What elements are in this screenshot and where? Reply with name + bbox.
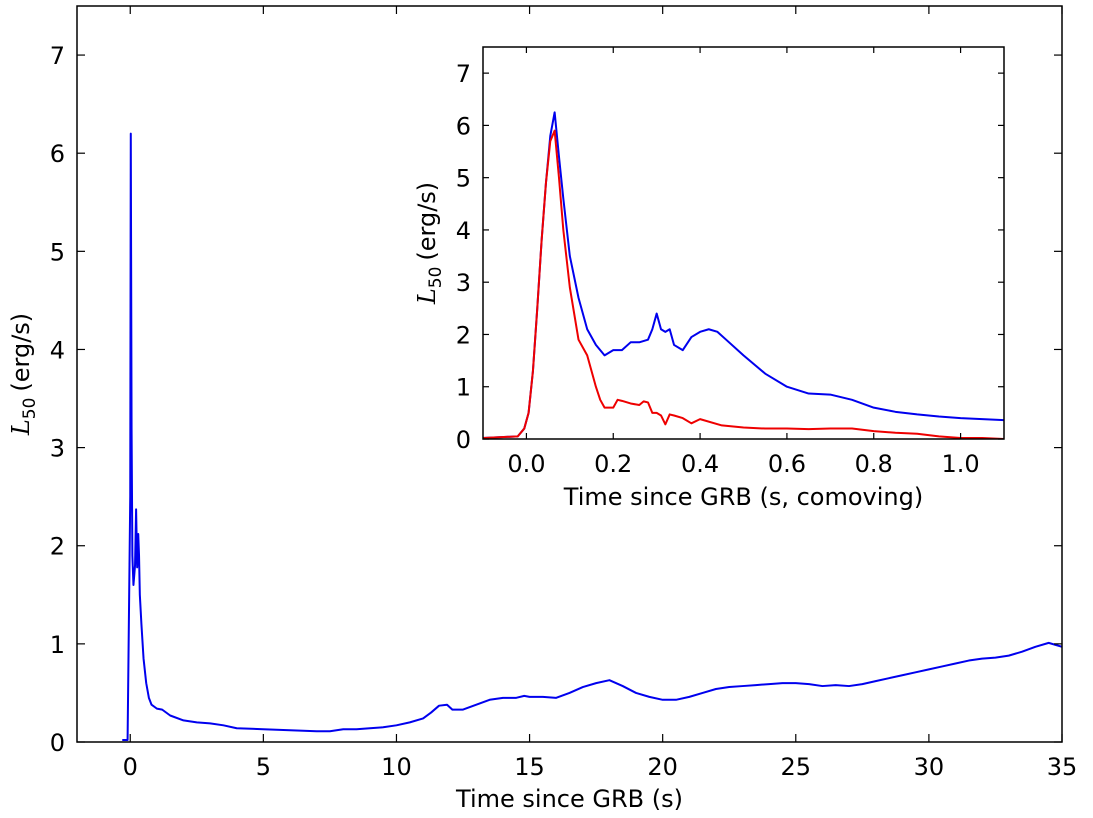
main-x-axis-label: Time since GRB (s): [455, 785, 683, 813]
inset-x-tick-label: 0.0: [507, 450, 545, 478]
main-y-tick-label: 4: [50, 336, 65, 364]
main-series-line-0: [122, 132, 1062, 742]
inset-x-axis-label: Time since GRB (s, comoving): [563, 483, 923, 511]
inset-series-group: [483, 111, 1004, 439]
inset-y-tick-label: 0: [456, 426, 471, 454]
main-y-axis-label-symbol: L: [7, 419, 35, 436]
inset-x-tick-label: 0.8: [855, 450, 893, 478]
main-plot-frame: [76, 5, 1063, 743]
inset-y-tick-label: 1: [456, 374, 471, 402]
inset-y-axis-label-unit: (erg/s): [413, 182, 441, 261]
inset-y-tick-label: 6: [456, 112, 471, 140]
main-y-axis-label-unit: (erg/s): [7, 313, 35, 392]
inset-plot: 0.0 0.2 0.4 0.6 0.8 1.0 0 1 2 3 4 5 6 7 Time since GR…: [413, 46, 1005, 511]
main-x-tick-label: 15: [514, 753, 545, 781]
main-y-tick-label: 5: [50, 238, 65, 266]
inset-x-tick-label: 0.4: [681, 450, 719, 478]
main-x-tick-label: 30: [914, 753, 945, 781]
main-x-tick-label: 25: [781, 753, 812, 781]
inset-background: [483, 47, 1004, 439]
inset-x-tick-label: 0.6: [768, 450, 806, 478]
main-x-tick-label: 5: [256, 753, 271, 781]
main-y-tick-label: 1: [50, 631, 65, 659]
inset-ticks: 0.0 0.2 0.4 0.6 0.8 1.0 0 1 2 3 4 5 6 7: [456, 47, 1004, 478]
inset-y-axis-label-symbol: L: [413, 288, 441, 305]
main-x-tick-label: 10: [381, 753, 412, 781]
main-x-tick-label: 35: [1047, 753, 1078, 781]
inset-x-tick-label: 0.2: [594, 450, 632, 478]
inset-y-tick-label: 7: [456, 60, 471, 88]
inset-series-line-1: [483, 129, 1004, 439]
main-y-tick-label: 2: [50, 533, 65, 561]
main-y-tick-label: 0: [50, 729, 65, 757]
inset-y-tick-label: 2: [456, 321, 471, 349]
inset-x-tick-label: 1.0: [941, 450, 979, 478]
main-series-group: [122, 132, 1062, 742]
main-y-axis-label-subscript: 50: [20, 398, 40, 420]
inset-y-tick-label: 4: [456, 217, 471, 245]
main-y-tick-label: 3: [50, 435, 65, 463]
inset-y-axis-label: L50 (erg/s): [413, 182, 446, 305]
inset-y-tick-label: 3: [456, 269, 471, 297]
main-y-tick-label: 6: [50, 140, 65, 168]
inset-plot-frame: [482, 46, 1005, 440]
inset-y-axis-label-subscript: 50: [426, 267, 446, 289]
main-x-tick-label: 20: [647, 753, 678, 781]
inset-y-tick-label: 5: [456, 165, 471, 193]
main-y-tick-label: 7: [50, 42, 65, 70]
main-x-tick-label: 0: [123, 753, 138, 781]
main-y-axis-label: L50 (erg/s): [7, 313, 40, 436]
